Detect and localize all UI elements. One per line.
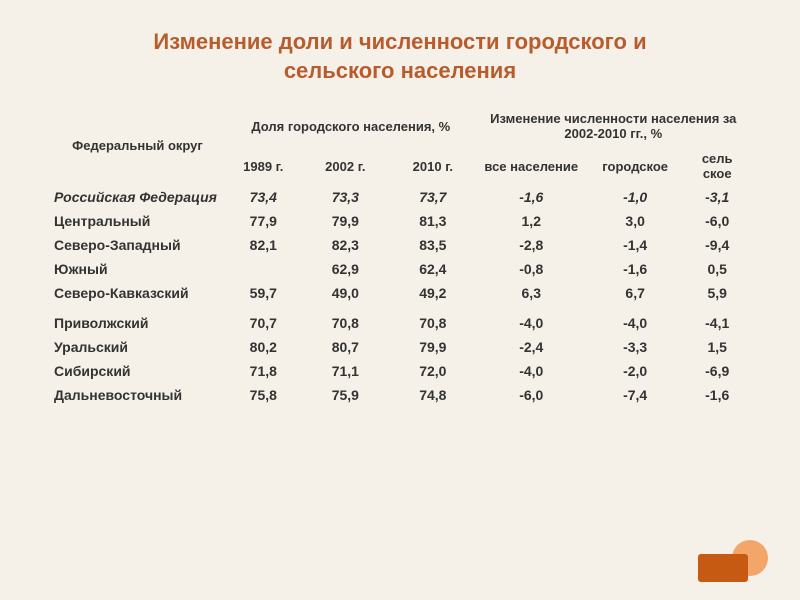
title-line-1: Изменение доли и численности городского … (153, 29, 646, 54)
title-line-2: сельского населения (284, 58, 516, 83)
data-cell: 79,9 (302, 209, 390, 233)
data-cell: 73,7 (389, 185, 477, 209)
data-cell: 49,2 (389, 281, 477, 305)
data-cell: 1,2 (477, 209, 586, 233)
district-name: Уральский (50, 335, 225, 359)
col-1989: 1989 г. (225, 147, 302, 185)
data-cell: 49,0 (302, 281, 390, 305)
data-cell: -1,4 (586, 233, 684, 257)
data-cell: -1,0 (586, 185, 684, 209)
col-header-share: Доля городского населения, % (225, 105, 477, 147)
data-cell: 71,1 (302, 359, 390, 383)
district-name: Центральный (50, 209, 225, 233)
col-2010: 2010 г. (389, 147, 477, 185)
table-row: Дальневосточный75,875,974,8-6,0-7,4-1,6 (50, 383, 750, 407)
table-header-row-1: Федеральный округ Доля городского населе… (50, 105, 750, 147)
data-cell: 59,7 (225, 281, 302, 305)
data-cell: 82,1 (225, 233, 302, 257)
district-name: Российская Федерация (50, 185, 225, 209)
data-cell: -0,8 (477, 257, 586, 281)
data-cell: 80,2 (225, 335, 302, 359)
table-row: Уральский80,280,779,9-2,4-3,31,5 (50, 335, 750, 359)
table-body: Российская Федерация73,473,373,7-1,6-1,0… (50, 185, 750, 407)
district-name: Северо-Западный (50, 233, 225, 257)
table-row: Северо-Кавказский59,749,049,26,36,75,9 (50, 281, 750, 305)
table-row: Российская Федерация73,473,373,7-1,6-1,0… (50, 185, 750, 209)
data-cell: 62,4 (389, 257, 477, 281)
data-cell: 0,5 (684, 257, 750, 281)
district-name: Южный (50, 257, 225, 281)
data-cell: -4,1 (684, 305, 750, 335)
data-cell: -4,0 (477, 359, 586, 383)
col-header-change: Изменение численности населения за 2002-… (477, 105, 750, 147)
data-cell: -2,8 (477, 233, 586, 257)
data-cell: 83,5 (389, 233, 477, 257)
table-row: Северо-Западный82,182,383,5-2,8-1,4-9,4 (50, 233, 750, 257)
col-header-district: Федеральный округ (50, 105, 225, 185)
data-cell: -3,1 (684, 185, 750, 209)
col-rural: сель ское (684, 147, 750, 185)
district-name: Северо-Кавказский (50, 281, 225, 305)
district-name: Приволжский (50, 305, 225, 335)
data-cell: 1,5 (684, 335, 750, 359)
data-cell: -1,6 (684, 383, 750, 407)
data-cell: 75,8 (225, 383, 302, 407)
data-cell: 80,7 (302, 335, 390, 359)
data-cell: 71,8 (225, 359, 302, 383)
data-cell: 62,9 (302, 257, 390, 281)
data-cell: -2,4 (477, 335, 586, 359)
data-cell: -7,4 (586, 383, 684, 407)
table-row: Центральный77,979,981,31,23,0-6,0 (50, 209, 750, 233)
data-cell: 77,9 (225, 209, 302, 233)
district-name: Дальневосточный (50, 383, 225, 407)
data-cell: 72,0 (389, 359, 477, 383)
data-cell: -4,0 (477, 305, 586, 335)
data-cell: 70,8 (389, 305, 477, 335)
data-cell: 74,8 (389, 383, 477, 407)
data-cell: -1,6 (586, 257, 684, 281)
corner-decoration (698, 540, 768, 582)
data-cell: -9,4 (684, 233, 750, 257)
deco-bar-icon (698, 554, 748, 582)
data-cell: 70,7 (225, 305, 302, 335)
data-cell: -6,0 (477, 383, 586, 407)
data-cell: 73,4 (225, 185, 302, 209)
data-cell: 70,8 (302, 305, 390, 335)
district-name: Сибирский (50, 359, 225, 383)
data-cell: -4,0 (586, 305, 684, 335)
col-2002: 2002 г. (302, 147, 390, 185)
data-cell: 73,3 (302, 185, 390, 209)
data-cell: -6,0 (684, 209, 750, 233)
slide-title: Изменение доли и численности городского … (50, 28, 750, 85)
data-cell: 6,3 (477, 281, 586, 305)
col-all: все население (477, 147, 586, 185)
data-cell: -2,0 (586, 359, 684, 383)
data-cell: 82,3 (302, 233, 390, 257)
slide-container: Изменение доли и численности городского … (0, 0, 800, 600)
data-cell (225, 257, 302, 281)
data-cell: 75,9 (302, 383, 390, 407)
population-table: Федеральный округ Доля городского населе… (50, 105, 750, 407)
table-row: Приволжский70,770,870,8-4,0-4,0-4,1 (50, 305, 750, 335)
table-row: Сибирский71,871,172,0-4,0-2,0-6,9 (50, 359, 750, 383)
data-cell: 81,3 (389, 209, 477, 233)
data-cell: 6,7 (586, 281, 684, 305)
data-cell: -1,6 (477, 185, 586, 209)
data-cell: -3,3 (586, 335, 684, 359)
data-cell: -6,9 (684, 359, 750, 383)
data-cell: 5,9 (684, 281, 750, 305)
col-urban: городское (586, 147, 684, 185)
table-row: Южный 62,962,4-0,8-1,60,5 (50, 257, 750, 281)
data-cell: 79,9 (389, 335, 477, 359)
data-cell: 3,0 (586, 209, 684, 233)
